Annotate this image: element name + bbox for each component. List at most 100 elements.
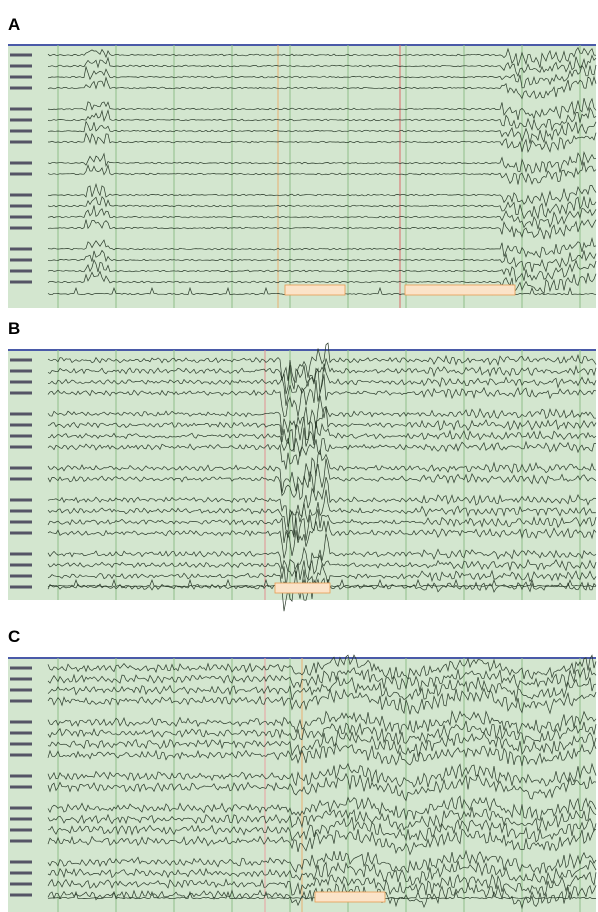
eeg-trace xyxy=(47,182,597,208)
channel-label xyxy=(10,785,32,789)
eeg-trace xyxy=(47,449,597,494)
channel-label xyxy=(10,423,32,427)
eeg-trace xyxy=(47,205,597,230)
channel-label xyxy=(10,774,32,778)
eeg-trace xyxy=(47,762,597,788)
eeg-trace xyxy=(47,374,597,418)
eeg-trace xyxy=(47,106,597,132)
channel-label xyxy=(10,64,32,68)
eeg-trace xyxy=(47,161,597,185)
channel-label xyxy=(10,731,32,735)
eeg-trace xyxy=(47,219,597,240)
eeg-trace xyxy=(47,675,597,702)
channel-label xyxy=(10,806,32,810)
eeg-trace xyxy=(47,97,597,120)
channel-label xyxy=(10,380,32,384)
eeg-trace xyxy=(47,120,597,144)
eeg-trace xyxy=(47,438,597,470)
channel-label xyxy=(10,204,32,208)
eeg-trace xyxy=(47,358,597,395)
annotation-box xyxy=(314,891,386,903)
eeg-trace xyxy=(47,64,597,89)
channel-label xyxy=(10,574,32,578)
panel-label: A xyxy=(8,15,20,34)
channel-label xyxy=(10,699,32,703)
channel-label xyxy=(10,688,32,692)
eeg-trace xyxy=(47,520,597,559)
annotation-box xyxy=(274,582,331,594)
channel-label xyxy=(10,445,32,449)
channel-label xyxy=(10,247,32,251)
channel-label xyxy=(10,563,32,567)
eeg-trace xyxy=(47,772,597,802)
channel-label xyxy=(10,161,32,165)
channel-label xyxy=(10,520,32,524)
eeg-trace xyxy=(47,533,597,577)
channel-label xyxy=(10,466,32,470)
channel-label xyxy=(10,509,32,513)
channel-label xyxy=(10,215,32,219)
channel-label xyxy=(10,269,32,273)
channel-label xyxy=(10,75,32,79)
channel-label xyxy=(10,140,32,144)
eeg-trace xyxy=(47,654,597,680)
channel-label xyxy=(10,129,32,133)
channel-label xyxy=(10,258,32,262)
channel-label xyxy=(10,531,32,535)
eeg-trace xyxy=(47,421,597,457)
eeg-trace xyxy=(47,195,597,220)
annotation-box xyxy=(284,284,346,296)
channel-label xyxy=(10,391,32,395)
eeg-trace xyxy=(47,151,597,174)
channel-label xyxy=(10,172,32,176)
eeg-trace xyxy=(47,720,597,746)
eeg-trace xyxy=(47,849,597,875)
eeg-trace xyxy=(47,342,597,384)
channel-label xyxy=(10,817,32,821)
channel-label xyxy=(10,498,32,502)
eeg-trace xyxy=(47,509,597,544)
eeg-trace xyxy=(47,709,597,735)
eeg-trace xyxy=(47,577,597,612)
eeg-trace xyxy=(47,554,597,589)
eeg-trace xyxy=(47,805,597,832)
channel-label xyxy=(10,193,32,197)
channel-label xyxy=(10,753,32,757)
eeg-trace xyxy=(47,687,597,715)
channel-label xyxy=(10,369,32,373)
eeg-trace xyxy=(47,75,597,100)
eeg-trace xyxy=(47,828,597,856)
channel-label xyxy=(10,742,32,746)
channel-label xyxy=(10,860,32,864)
channel-label xyxy=(10,280,32,284)
eeg-trace xyxy=(47,882,597,910)
annotation-box xyxy=(404,284,516,296)
eeg-trace xyxy=(47,259,597,284)
eeg-trace xyxy=(47,795,597,821)
eeg-trace xyxy=(47,476,597,528)
eeg-trace xyxy=(47,395,597,435)
channel-label xyxy=(10,585,32,589)
channel-label xyxy=(10,53,32,57)
eeg-trace xyxy=(47,249,597,273)
eeg-trace xyxy=(47,489,597,538)
eeg-trace xyxy=(47,871,597,897)
eeg-trace xyxy=(48,132,597,153)
channel-label xyxy=(10,828,32,832)
channel-label xyxy=(10,893,32,897)
eeg-trace xyxy=(47,405,597,453)
eeg-trace xyxy=(47,270,597,295)
panel-bg xyxy=(8,45,596,308)
channel-label xyxy=(10,839,32,843)
channel-label xyxy=(10,434,32,438)
eeg-trace xyxy=(47,46,597,68)
channel-label xyxy=(10,358,32,362)
channel-label xyxy=(10,882,32,886)
panel-label: C xyxy=(8,627,20,646)
channel-label xyxy=(10,226,32,230)
channel-label xyxy=(10,871,32,875)
eeg-trace xyxy=(47,458,597,501)
eeg-trace xyxy=(47,816,597,843)
channel-label xyxy=(10,666,32,670)
